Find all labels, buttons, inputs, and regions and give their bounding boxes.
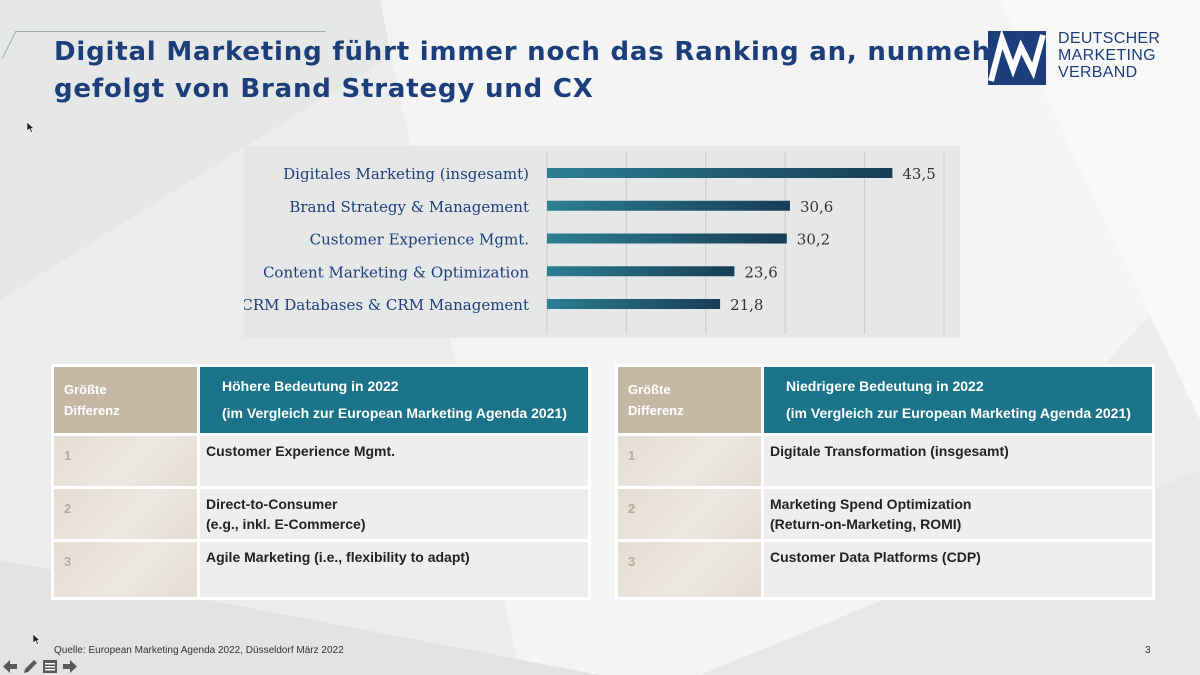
header-subtitle: (im Vergleich zur European Marketing Age…: [786, 405, 1131, 421]
row-text: Direct-to-Consumer: [206, 496, 338, 512]
bar: [547, 299, 721, 309]
source-footnote: Quelle: European Marketing Agenda 2022, …: [54, 645, 344, 656]
mouse-cursor-icon: [27, 122, 35, 133]
pen-icon[interactable]: [22, 659, 38, 674]
category-label: Content Marketing & Optimization: [263, 263, 529, 281]
data-label: 43,5: [902, 165, 935, 183]
header-lower-importance: Niedrigere Bedeutung in 2022 (im Verglei…: [764, 367, 1152, 433]
category-label: Customer Experience Mgmt.: [310, 231, 529, 249]
category-label: CRM Databases & CRM Management: [244, 296, 529, 314]
category-label: Digitales Marketing (insgesamt): [283, 165, 529, 183]
dmv-logo: DEUTSCHER MARKETING VERBAND: [988, 30, 1168, 88]
table-row: Digitale Transformation (insgesamt): [764, 436, 1152, 486]
mouse-cursor-icon: [33, 634, 41, 645]
logo-line3: VERBAND: [1058, 64, 1138, 81]
row-text: Agile Marketing (i.e., flexibility to ad…: [206, 549, 470, 565]
logo-line1: DEUTSCHER: [1058, 30, 1161, 47]
dmv-logo-text: DEUTSCHER MARKETING VERBAND: [1058, 30, 1160, 81]
header-title: Höhere Bedeutung in 2022: [222, 378, 399, 394]
slide-title-line1: Digital Marketing führt immer noch das R…: [54, 37, 1005, 67]
table-higher-importance: Größte Differenz Höhere Bedeutung in 202…: [51, 364, 591, 600]
logo-line2: MARKETING: [1058, 47, 1156, 64]
bar: [547, 200, 790, 211]
viewer-controls: [0, 658, 84, 675]
header-difference-text: Größte Differenz: [64, 382, 120, 418]
slide-title: Digital Marketing führt immer noch das R…: [54, 34, 1005, 108]
table-row: Marketing Spend Optimization (Return-on-…: [764, 489, 1152, 539]
arrow-right-icon[interactable]: [62, 659, 78, 674]
row-subtext: (Return-on-Marketing, ROMI): [770, 516, 962, 532]
header-difference: Größte Differenz: [618, 367, 761, 433]
header-subtitle: (im Vergleich zur European Marketing Age…: [222, 405, 567, 421]
header-higher-importance: Höhere Bedeutung in 2022 (im Vergleich z…: [200, 367, 588, 433]
row-text: Marketing Spend Optimization: [770, 496, 972, 512]
rank-cell: 3: [618, 542, 761, 597]
rank-cell: 2: [54, 489, 197, 539]
header-difference: Größte Differenz: [54, 367, 197, 433]
title-rule-diagonal: [1, 31, 17, 60]
bar: [547, 266, 735, 277]
row-text: Customer Experience Mgmt.: [206, 443, 396, 459]
row-text: Digitale Transformation (insgesamt): [770, 443, 1009, 459]
menu-icon[interactable]: [42, 659, 58, 674]
ranking-bar-chart: Digitales Marketing (insgesamt) 43,5 Brand…: [244, 146, 960, 338]
header-difference-text: Größte Differenz: [628, 382, 684, 418]
page-number: 3: [1145, 645, 1151, 656]
rank-cell: 2: [618, 489, 761, 539]
rank-cell: 3: [54, 542, 197, 597]
slide-title-line2: gefolgt von Brand Strategy und CX: [54, 74, 594, 104]
dmv-logo-mark-icon: [988, 31, 1046, 85]
rank-cell: 1: [618, 436, 761, 486]
table-row: Customer Data Platforms (CDP): [764, 542, 1152, 597]
rank-cell: 1: [54, 436, 197, 486]
row-text: Customer Data Platforms (CDP): [770, 549, 981, 565]
title-rule: [16, 31, 326, 32]
data-label: 30,2: [797, 231, 830, 249]
data-label: 23,6: [744, 263, 777, 281]
data-label: 30,6: [800, 198, 833, 216]
row-subtext: (e.g., inkl. E-Commerce): [206, 516, 366, 532]
data-label: 21,8: [730, 296, 763, 314]
table-row: Direct-to-Consumer (e.g., inkl. E-Commer…: [200, 489, 588, 539]
bar: [547, 168, 893, 178]
header-title: Niedrigere Bedeutung in 2022: [786, 378, 984, 394]
category-label: Brand Strategy & Management: [289, 198, 529, 216]
table-row: Agile Marketing (i.e., flexibility to ad…: [200, 542, 588, 597]
table-row: Customer Experience Mgmt.: [200, 436, 588, 486]
arrow-left-icon[interactable]: [2, 659, 18, 674]
bar: [547, 233, 787, 244]
table-lower-importance: Größte Differenz Niedrigere Bedeutung in…: [615, 364, 1155, 600]
